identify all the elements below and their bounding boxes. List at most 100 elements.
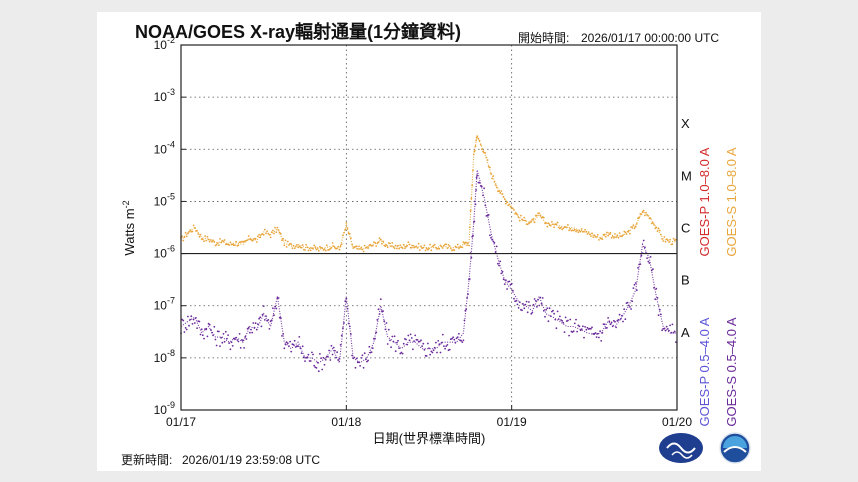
series-point [282,237,285,240]
series-point [181,235,183,238]
series-point [324,358,327,361]
series-point [307,249,310,252]
series-point [397,244,399,247]
series-point [557,318,560,320]
series-point [652,221,654,224]
series-point [501,270,504,273]
y-tick-exponent: -2 [167,35,175,45]
series-point [475,189,477,191]
y-tick-label: 10-2 [154,35,175,52]
series-point [448,245,451,247]
series-point [456,336,459,338]
series-point [392,340,395,343]
series-point [631,300,634,303]
series-point [427,342,429,345]
series-point [272,307,274,310]
series-point [584,326,586,328]
series-point [290,350,293,353]
series-point [219,238,221,240]
y-tick-exponent: -7 [167,296,175,306]
series-point [491,238,493,241]
series-point [665,325,668,328]
series-point [312,247,314,250]
series-point [634,225,637,228]
series-point [660,233,662,236]
series-point [626,230,629,233]
series-point [235,240,238,243]
series-point [585,230,588,233]
series-point [260,325,263,328]
series-point [323,248,326,251]
flare-class-label: X [681,116,690,131]
series-point [657,314,660,317]
series-point [672,237,675,240]
series-point [210,329,212,331]
series-point [575,318,577,321]
series-point [297,246,299,249]
series-point [189,318,192,321]
series-point [409,333,412,336]
series-point [596,332,599,335]
series-point [542,309,545,312]
x-tick-label: 01/19 [497,415,527,429]
series-point [382,310,384,312]
series-point [642,209,645,212]
series-point [449,247,452,250]
series-point [533,298,536,300]
series-point [456,243,459,246]
series-point [254,322,257,325]
series-point [206,235,209,238]
series-point [222,240,225,243]
series-point [492,240,495,243]
series-point [226,337,228,340]
series-point [252,239,255,241]
series-point [523,307,526,310]
series-point [447,244,450,246]
series-point [309,360,312,362]
series-point [324,249,327,252]
series-point [555,327,558,330]
series-point [590,327,592,330]
series-point [475,139,477,142]
series-point [439,351,442,354]
series-point [573,228,576,231]
series-point [454,341,457,344]
series-point [518,301,521,303]
series-point [420,339,422,342]
chart-frame: NOAA/GOES X-ray輻射通量(1分鐘資料) 開始時間: 2026/01… [97,12,761,471]
series-point [328,349,330,352]
series-point [513,297,515,300]
series-point [529,304,531,307]
series-point [200,328,203,331]
series-point [564,316,567,319]
series-point [198,235,201,238]
series-point [463,319,466,322]
series-point [198,320,201,323]
series-point [640,254,643,257]
series-point [251,331,254,334]
series-point [191,230,194,233]
series-point [269,236,272,239]
series-point [559,315,561,318]
series-point [501,193,504,195]
series-point [668,241,670,244]
series-point [586,326,589,329]
flare-class-labels: X M C B A [681,116,692,340]
series-point [268,328,271,330]
series-point [291,247,294,250]
series-point [315,248,318,251]
y-tick-base: 10 [154,142,168,156]
series-point [537,298,539,301]
series-point [511,207,514,210]
series-point [472,169,474,172]
y-tick-exponent: -4 [167,139,175,149]
series-point [446,344,449,346]
series-point [562,321,565,324]
series-point [414,334,417,337]
series-point [408,339,411,342]
y-tick-label: 10-5 [154,191,175,208]
series-point [483,187,485,190]
series-point [359,365,361,367]
series-point [370,351,373,353]
series-point [422,246,425,249]
